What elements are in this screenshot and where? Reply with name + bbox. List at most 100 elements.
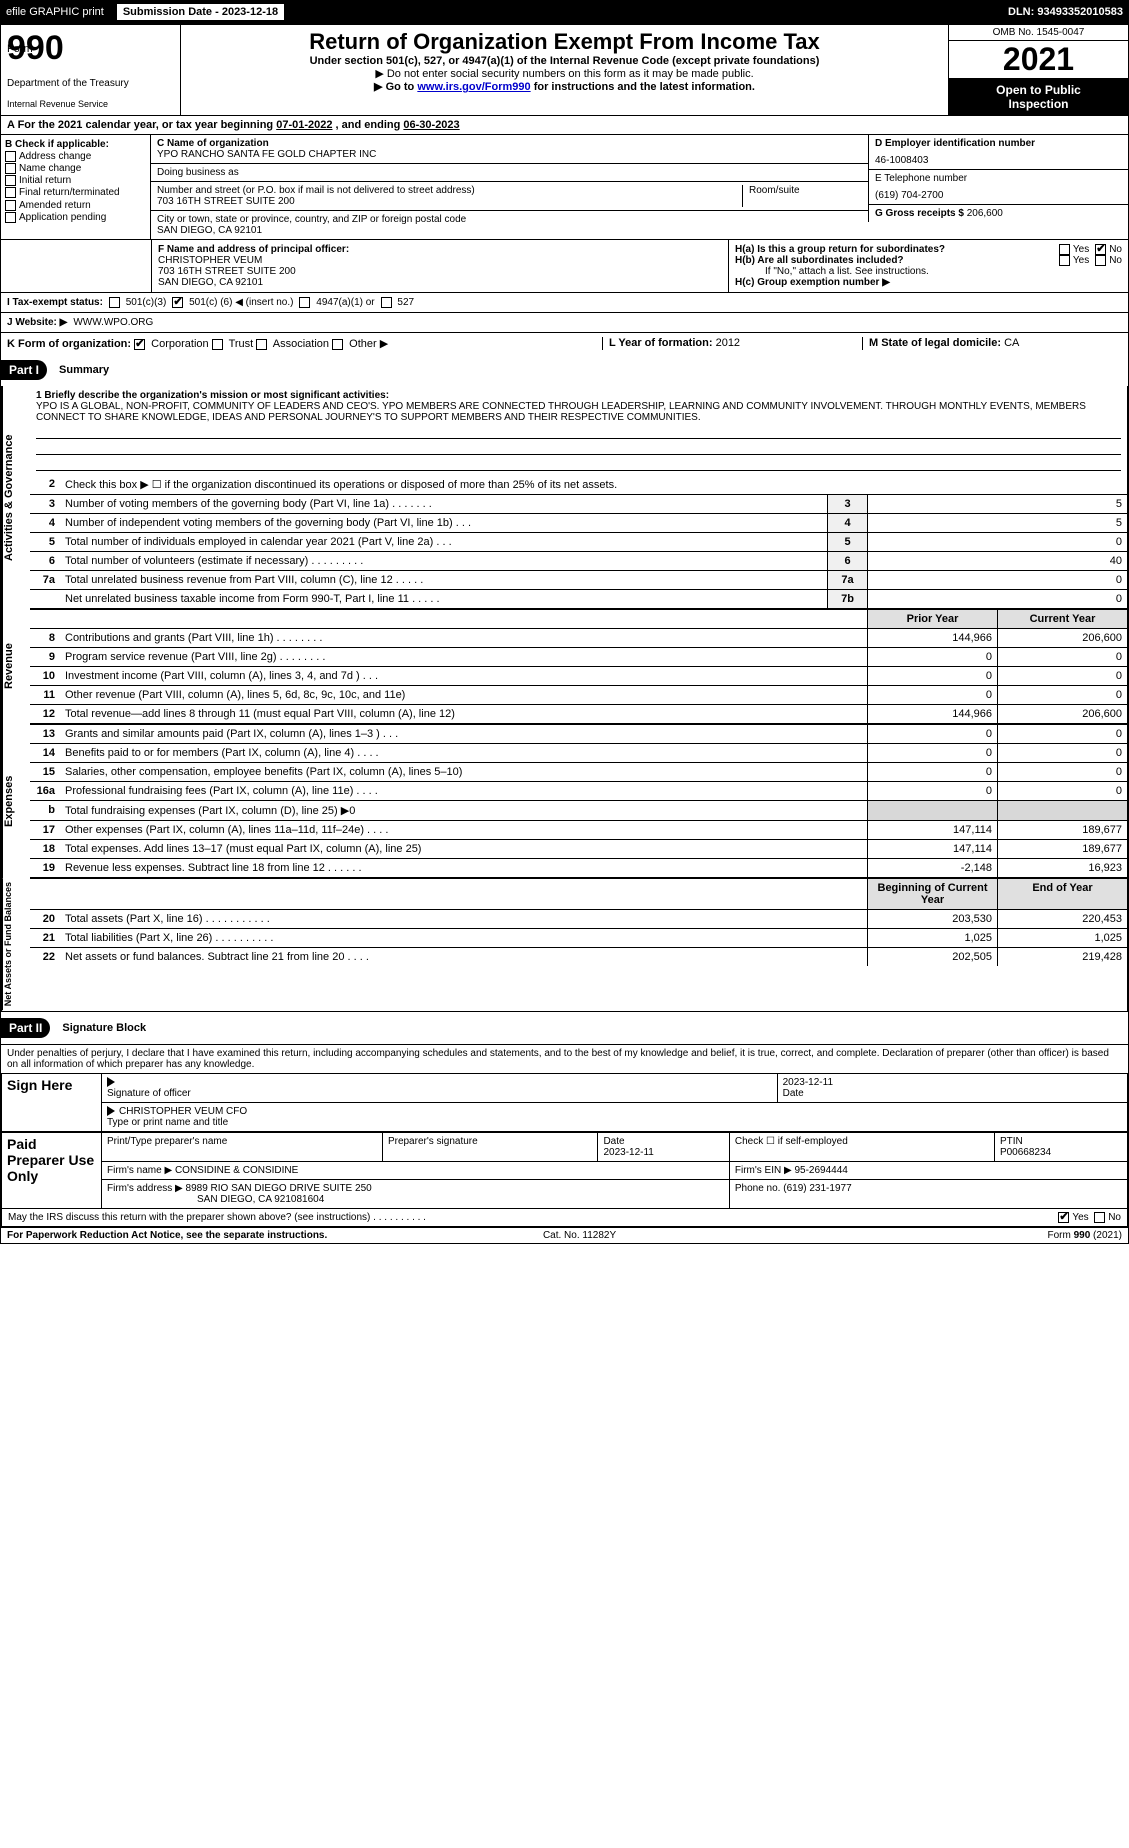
linea-mid: , and ending bbox=[336, 119, 404, 131]
b-label: B Check if applicable: bbox=[5, 139, 146, 150]
footer-mid: Cat. No. 11282Y bbox=[543, 1230, 616, 1241]
chk-address[interactable]: Address change bbox=[5, 151, 146, 162]
d-label: D Employer identification number bbox=[875, 138, 1122, 149]
j-label: J Website: ▶ bbox=[7, 317, 67, 328]
sign-here-label: Sign Here bbox=[2, 1073, 102, 1131]
city-value: SAN DIEGO, CA 92101 bbox=[157, 225, 862, 236]
sec-exp: 13Grants and similar amounts paid (Part … bbox=[30, 724, 1127, 878]
vlabel-gov: Activities & Governance bbox=[2, 386, 30, 609]
summary-line: 3Number of voting members of the governi… bbox=[30, 494, 1127, 513]
i-4947[interactable]: 4947(a)(1) or bbox=[299, 297, 374, 308]
block-bcdg: B Check if applicable: Address change Na… bbox=[1, 135, 1128, 239]
footer-left: For Paperwork Reduction Act Notice, see … bbox=[7, 1230, 327, 1241]
part1-label: Part I bbox=[1, 360, 47, 380]
summary-line: 16aProfessional fundraising fees (Part I… bbox=[30, 781, 1127, 800]
instr2: ▶ Go to www.irs.gov/Form990 for instruct… bbox=[185, 80, 944, 93]
summary-line: 18Total expenses. Add lines 13–17 (must … bbox=[30, 839, 1127, 858]
e-label: E Telephone number bbox=[875, 173, 1122, 184]
part2-label: Part II bbox=[1, 1018, 50, 1038]
arrow-icon bbox=[107, 1077, 115, 1087]
k-corp[interactable]: Corporation bbox=[134, 338, 209, 350]
dept2: Internal Revenue Service bbox=[7, 99, 174, 109]
i-527[interactable]: 527 bbox=[381, 297, 414, 308]
summary-line: 17Other expenses (Part IX, column (A), l… bbox=[30, 820, 1127, 839]
footer-right: Form 990 (2021) bbox=[1047, 1230, 1121, 1241]
chk-name[interactable]: Name change bbox=[5, 163, 146, 174]
prep-phone: (619) 231-1977 bbox=[783, 1183, 851, 1194]
may-no[interactable]: No bbox=[1094, 1212, 1121, 1223]
chk-final[interactable]: Final return/terminated bbox=[5, 187, 146, 198]
dln: DLN: 93493352010583 bbox=[1008, 6, 1123, 18]
chk-amended[interactable]: Amended return bbox=[5, 200, 146, 211]
m-label: M State of legal domicile: bbox=[869, 337, 1001, 349]
gross-receipts: 206,600 bbox=[967, 208, 1003, 219]
may-irs-label: May the IRS discuss this return with the… bbox=[8, 1212, 1058, 1223]
firm-addr1: 8989 RIO SAN DIEGO DRIVE SUITE 250 bbox=[186, 1183, 372, 1194]
name-label: Type or print name and title bbox=[107, 1117, 228, 1128]
chk-initial[interactable]: Initial return bbox=[5, 175, 146, 186]
ha-no[interactable]: No bbox=[1095, 244, 1122, 255]
preparer-table: Paid Preparer Use Only Print/Type prepar… bbox=[1, 1132, 1128, 1209]
col-b: B Check if applicable: Address change Na… bbox=[1, 135, 151, 239]
summary-line: bTotal fundraising expenses (Part IX, co… bbox=[30, 800, 1127, 820]
irs-link[interactable]: www.irs.gov/Form990 bbox=[417, 81, 530, 93]
part2-hdr: Part II Signature Block bbox=[1, 1018, 1128, 1038]
summary-line: 19Revenue less expenses. Subtract line 1… bbox=[30, 858, 1127, 877]
prep-name-label: Print/Type preparer's name bbox=[102, 1132, 383, 1161]
hb-yes[interactable]: Yes bbox=[1059, 255, 1089, 266]
summary-line: 8Contributions and grants (Part VIII, li… bbox=[30, 628, 1127, 647]
prep-phone-label: Phone no. bbox=[735, 1183, 781, 1194]
signature-block: Under penalties of perjury, I declare th… bbox=[1, 1044, 1128, 1227]
row-i: I Tax-exempt status: 501(c)(3) 501(c) (6… bbox=[1, 292, 1128, 312]
summary-line: 5Total number of individuals employed in… bbox=[30, 532, 1127, 551]
self-employed: Check ☐ if self-employed bbox=[729, 1132, 994, 1161]
hb-note: If "No," attach a list. See instructions… bbox=[735, 266, 1122, 277]
efile-label: efile GRAPHIC print bbox=[6, 6, 104, 18]
summary-line: 10Investment income (Part VIII, column (… bbox=[30, 666, 1127, 685]
summary-line: 13Grants and similar amounts paid (Part … bbox=[30, 724, 1127, 743]
paid-preparer-label: Paid Preparer Use Only bbox=[2, 1132, 102, 1208]
l-value: 2012 bbox=[716, 337, 740, 349]
part1-hdr: Part I Summary bbox=[1, 360, 1128, 380]
linea-end: 06-30-2023 bbox=[403, 119, 459, 131]
room-label: Room/suite bbox=[742, 185, 862, 207]
hc-label: H(c) Group exemption number ▶ bbox=[735, 277, 1122, 288]
ha-yes[interactable]: Yes bbox=[1059, 244, 1089, 255]
summary-line: 20Total assets (Part X, line 16) . . . .… bbox=[30, 909, 1127, 928]
part1-title: Summary bbox=[59, 364, 109, 376]
k-assoc[interactable]: Association bbox=[256, 338, 329, 350]
prep-date: 2023-12-11 bbox=[603, 1147, 653, 1158]
i-501c[interactable]: 501(c) (6) ◀ (insert no.) bbox=[172, 297, 293, 308]
dba-label: Doing business as bbox=[157, 167, 862, 178]
k-other[interactable]: Other ▶ bbox=[332, 338, 388, 350]
form-title: Return of Organization Exempt From Incom… bbox=[185, 29, 944, 55]
form-prefix: Form bbox=[7, 43, 33, 55]
ptin-label: PTIN bbox=[1000, 1136, 1023, 1147]
tax-year: 2021 bbox=[949, 41, 1128, 79]
org-name: YPO RANCHO SANTA FE GOLD CHAPTER INC bbox=[157, 149, 862, 160]
form-frame: Form 990 Department of the Treasury Inte… bbox=[0, 24, 1129, 1244]
l-label: L Year of formation: bbox=[609, 337, 713, 349]
instr1: ▶ Do not enter social security numbers o… bbox=[185, 67, 944, 80]
i-label: I Tax-exempt status: bbox=[7, 297, 103, 308]
col-deg: D Employer identification number 46-1008… bbox=[868, 135, 1128, 239]
chk-pending[interactable]: Application pending bbox=[5, 212, 146, 223]
arrow-icon bbox=[107, 1106, 115, 1116]
officer-city: SAN DIEGO, CA 92101 bbox=[158, 277, 722, 288]
officer-name: CHRISTOPHER VEUM bbox=[158, 255, 722, 266]
may-yes[interactable]: Yes bbox=[1058, 1212, 1088, 1223]
ptin-value: P00668234 bbox=[1000, 1147, 1051, 1158]
summary-line: 11Other revenue (Part VIII, column (A), … bbox=[30, 685, 1127, 704]
i-501c3[interactable]: 501(c)(3) bbox=[109, 297, 166, 308]
hdr-prior: Prior Year bbox=[867, 610, 997, 628]
mission-label: 1 Briefly describe the organization's mi… bbox=[36, 390, 1121, 401]
k-trust[interactable]: Trust bbox=[212, 338, 254, 350]
f-label: F Name and address of principal officer: bbox=[158, 244, 722, 255]
hb-label: H(b) Are all subordinates included? bbox=[735, 255, 1053, 266]
firm-addr-label: Firm's address ▶ bbox=[107, 1183, 183, 1194]
summary-line: 15Salaries, other compensation, employee… bbox=[30, 762, 1127, 781]
hb-no[interactable]: No bbox=[1095, 255, 1122, 266]
firm-name-label: Firm's name ▶ bbox=[107, 1165, 172, 1176]
inspection2: Inspection bbox=[953, 97, 1124, 111]
city-label: City or town, state or province, country… bbox=[157, 214, 862, 225]
